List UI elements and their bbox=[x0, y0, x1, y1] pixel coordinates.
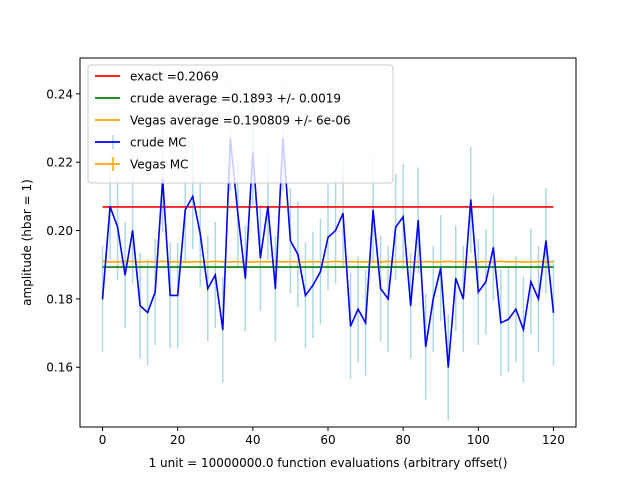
crude-mc-point bbox=[319, 270, 322, 273]
crude-mc-point bbox=[410, 305, 412, 307]
crude-mc-point bbox=[222, 329, 224, 331]
crude-mc-point bbox=[447, 366, 449, 368]
legend-entry: Vegas MC bbox=[95, 157, 188, 172]
y-axis-label: amplitude (hbar = 1) bbox=[20, 179, 34, 306]
crude-mc-point bbox=[274, 288, 276, 290]
y-tick-label: 0.18 bbox=[46, 292, 73, 306]
crude-mc-point bbox=[192, 195, 194, 197]
crude-mc-point bbox=[184, 209, 186, 211]
x-tick-label: 0 bbox=[99, 433, 107, 447]
crude-mc-point bbox=[364, 322, 367, 324]
crude-mc-point bbox=[289, 240, 292, 242]
crude-mc-point bbox=[116, 226, 119, 228]
crude-mc-point bbox=[244, 277, 246, 279]
x-tick-label: 20 bbox=[170, 433, 185, 447]
crude-mc-point bbox=[500, 322, 502, 324]
y-tick-label: 0.22 bbox=[46, 156, 73, 170]
x-tick-label: 40 bbox=[245, 433, 260, 447]
crude-mc-point bbox=[387, 298, 389, 300]
crude-mc-point bbox=[334, 229, 337, 232]
crude-mc-point bbox=[297, 253, 299, 256]
crude-mc-point bbox=[109, 206, 111, 208]
legend-entry: crude MC bbox=[95, 135, 187, 150]
crude-mc-point bbox=[537, 298, 540, 300]
crude-mc-point bbox=[507, 318, 509, 320]
crude-mc-point bbox=[267, 206, 269, 208]
crude-mc-point bbox=[440, 267, 442, 269]
crude-mc-point bbox=[342, 212, 344, 215]
crude-mc-point bbox=[530, 281, 532, 283]
crude-mc-point bbox=[177, 294, 179, 297]
legend-box bbox=[87, 64, 394, 184]
x-tick-label: 120 bbox=[542, 433, 565, 447]
crude-mc-point bbox=[199, 233, 201, 235]
crude-mc-point bbox=[132, 229, 134, 232]
crude-mc-point bbox=[312, 284, 314, 286]
crude-mc-point bbox=[259, 257, 261, 259]
y-tick-label: 0.16 bbox=[46, 361, 73, 375]
x-tick-label: 80 bbox=[396, 433, 411, 447]
legend-label: Vegas MC bbox=[130, 158, 188, 172]
crude-mc-point bbox=[207, 288, 209, 290]
crude-mc-point bbox=[455, 277, 457, 279]
crude-mc-point bbox=[522, 329, 524, 331]
crude-mc-point bbox=[545, 240, 547, 242]
x-tick-label: 60 bbox=[320, 433, 335, 447]
crude-mc-point bbox=[304, 294, 307, 297]
crude-mc-point bbox=[492, 247, 494, 249]
crude-mc-point bbox=[349, 325, 352, 327]
legend-entry: crude average =0.1893 +/- 0.0019 bbox=[95, 92, 341, 106]
crude-mc-point bbox=[237, 212, 239, 215]
x-axis-label: 1 unit = 10000000.0 function evaluations… bbox=[149, 456, 508, 470]
legend-label: crude MC bbox=[130, 136, 187, 150]
legend-label: Vegas average =0.190809 +/- 6e-06 bbox=[130, 114, 351, 128]
crude-mc-point bbox=[432, 298, 434, 300]
crude-mc-point bbox=[101, 298, 104, 300]
legend-entry: exact =0.2069 bbox=[95, 70, 219, 84]
crude-mc-point bbox=[402, 216, 404, 218]
axes: 0 20 40 60 80 100 120 0.16 0.18 0.20 0.22 0.24 bbox=[46, 87, 565, 447]
crude-mc-point bbox=[214, 274, 216, 276]
vegas-mc-line bbox=[102, 260, 554, 263]
crude-mc-point bbox=[327, 236, 329, 238]
crude-mc-point bbox=[124, 274, 126, 276]
legend: exact =0.2069 crude average =0.1893 +/- 0… bbox=[87, 64, 394, 184]
crude-mc-point bbox=[147, 311, 149, 314]
crude-mc-point bbox=[169, 294, 171, 297]
crude-mc-point bbox=[425, 346, 427, 348]
legend-entry: Vegas average =0.190809 +/- 6e-06 bbox=[95, 114, 351, 128]
crude-mc-point bbox=[372, 209, 374, 211]
crude-mc-point bbox=[357, 308, 359, 310]
crude-mc-point bbox=[380, 288, 382, 290]
y-tick-label: 0.24 bbox=[46, 87, 73, 101]
crude-mc-point bbox=[552, 311, 555, 314]
crude-mc-point bbox=[485, 281, 487, 283]
x-tick-label: 100 bbox=[467, 433, 490, 447]
legend-label: exact =0.2069 bbox=[130, 70, 219, 84]
legend-label: crude average =0.1893 +/- 0.0019 bbox=[130, 92, 341, 106]
crude-mc-point bbox=[139, 305, 141, 307]
crude-mc-point bbox=[477, 291, 479, 293]
crude-mc-point bbox=[470, 199, 472, 201]
crude-mc-point bbox=[154, 291, 156, 293]
crude-mc-point bbox=[462, 298, 464, 300]
y-tick-label: 0.20 bbox=[46, 224, 73, 238]
crude-mc-point bbox=[515, 308, 517, 310]
plot-area bbox=[101, 85, 555, 421]
crude-mc-point bbox=[395, 226, 397, 228]
crude-mc-point bbox=[417, 219, 419, 221]
